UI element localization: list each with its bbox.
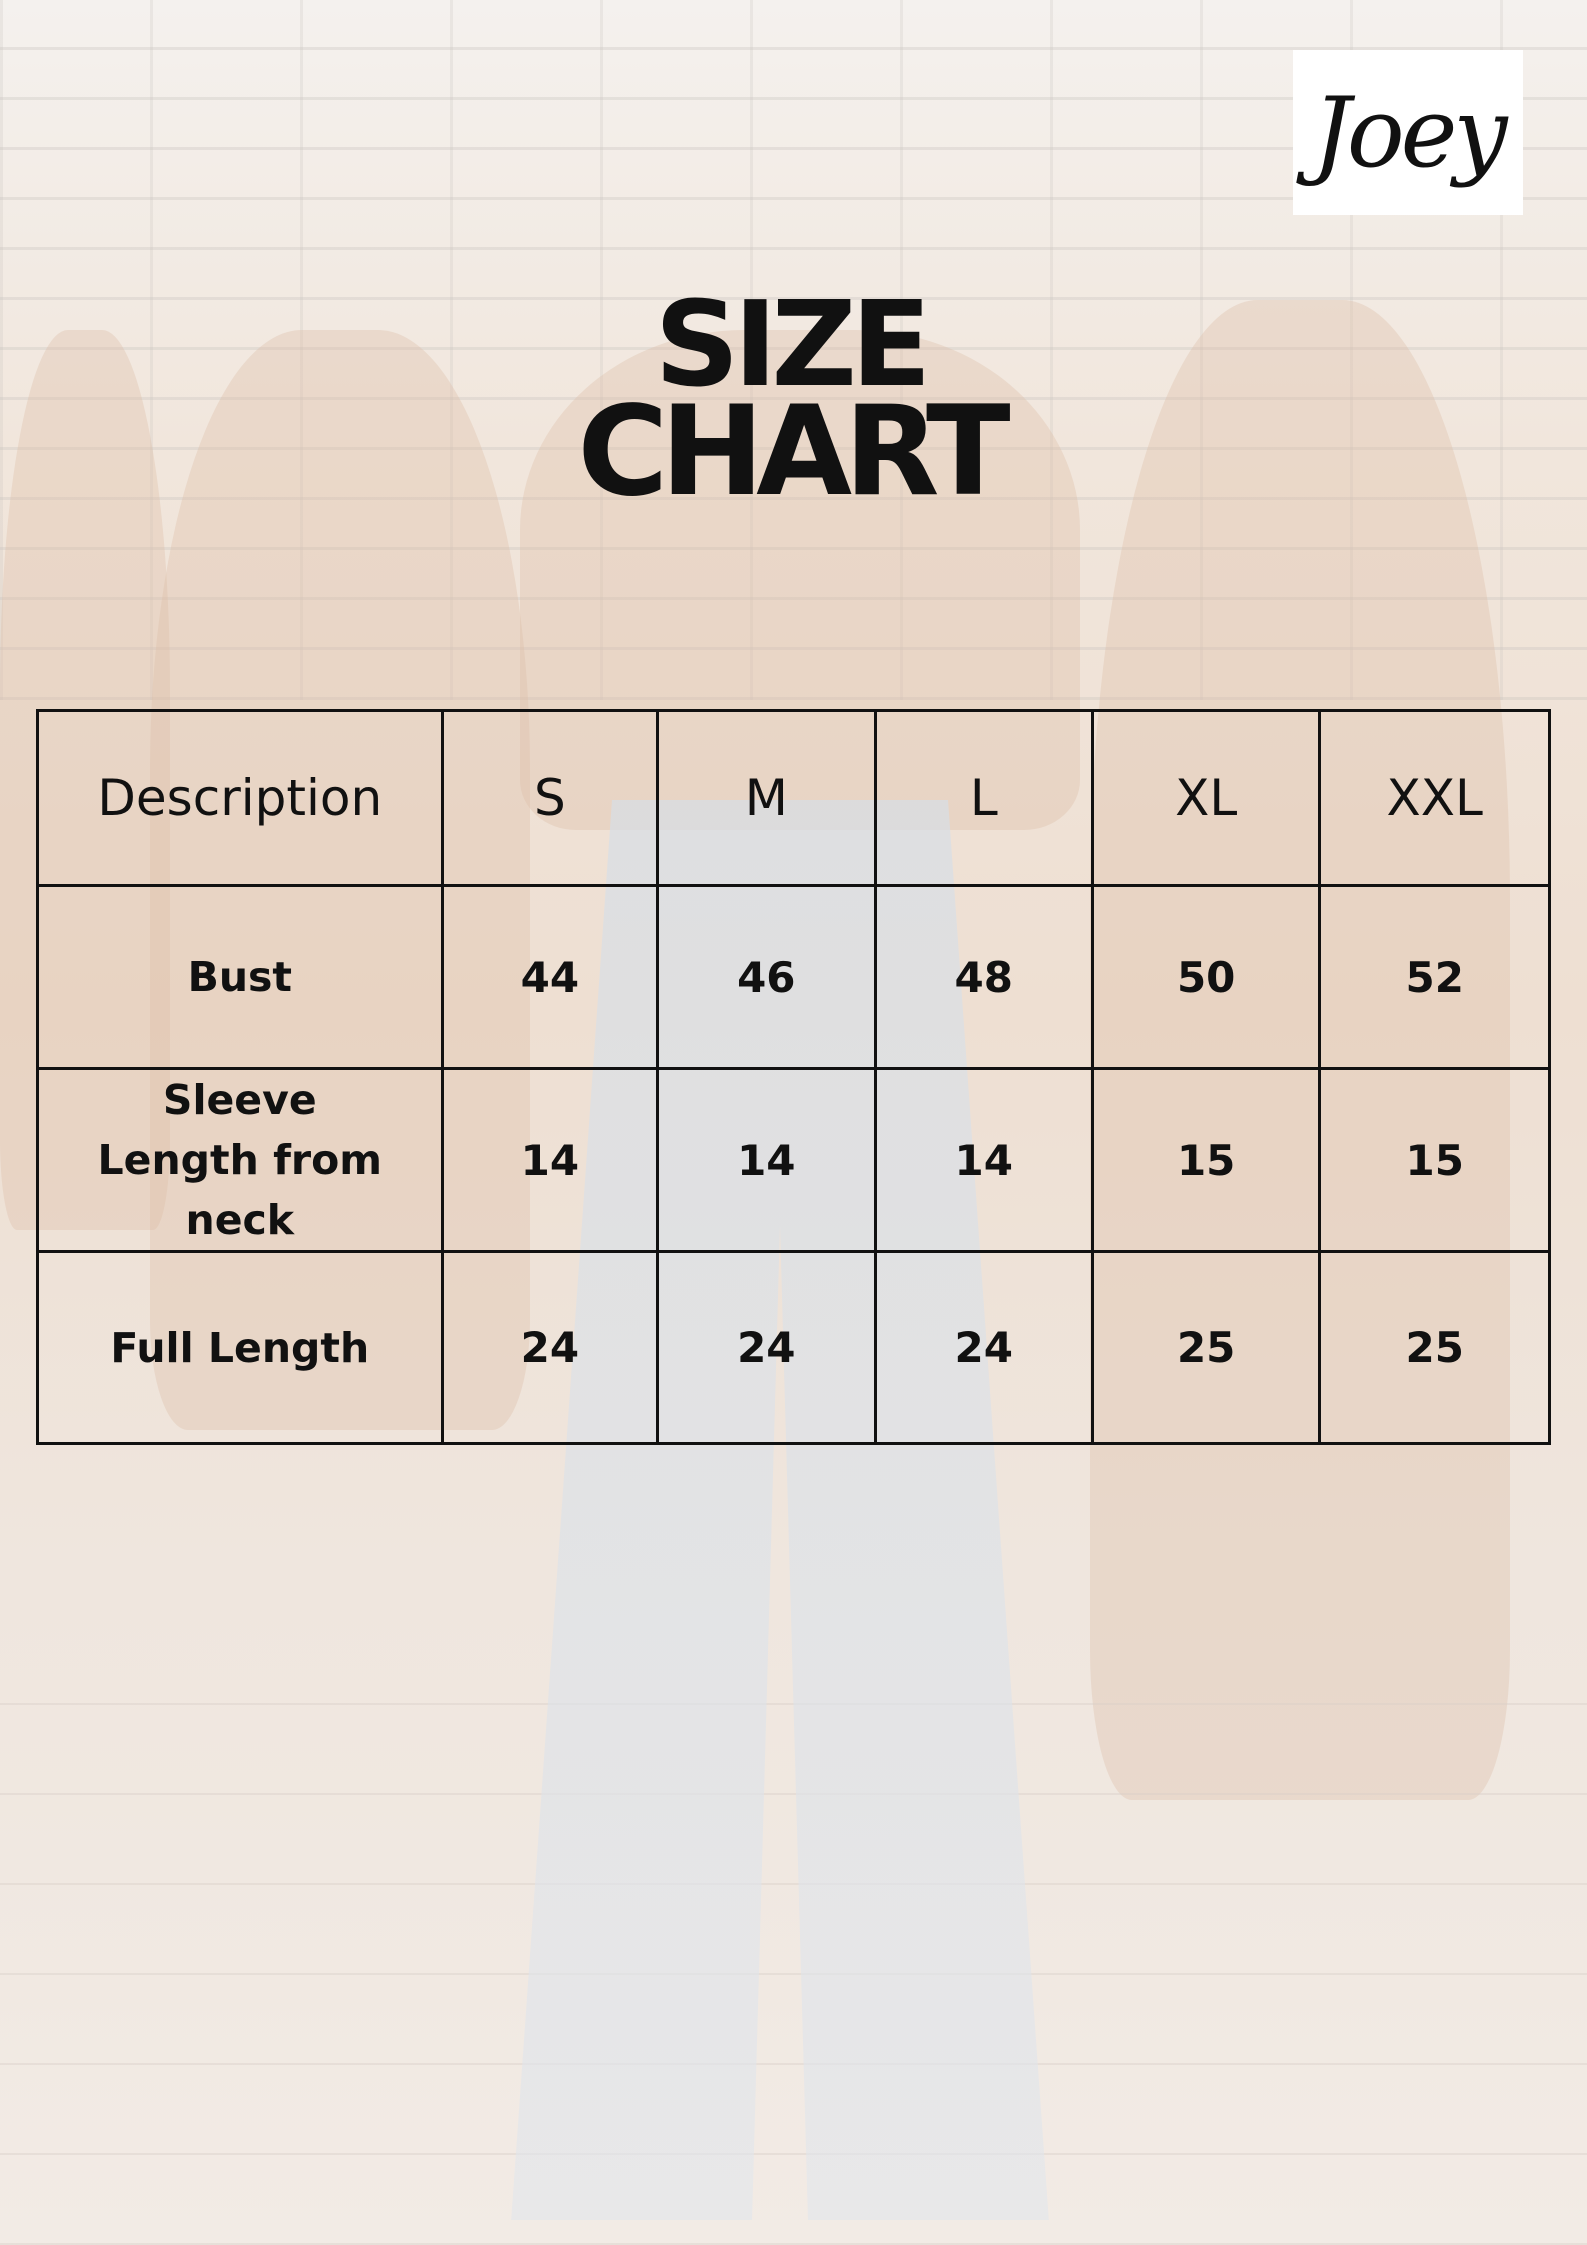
table-row: Full Length 24 24 24 25 25 — [36, 1250, 1551, 1445]
table-row: Sleeve Length from neck 14 14 14 15 15 — [36, 1067, 1551, 1253]
header-xxl: XXL — [1318, 709, 1551, 887]
cell: 14 — [440, 1067, 660, 1253]
table-row: Bust 44 46 48 50 52 — [36, 884, 1551, 1070]
floor-background — [0, 1700, 1587, 2245]
brand-logo: Joey — [1293, 50, 1523, 215]
header-m: M — [656, 709, 877, 887]
cell: 50 — [1090, 884, 1322, 1070]
cell: 25 — [1318, 1250, 1551, 1445]
title-line-2: CHART — [577, 380, 1010, 524]
header-s: S — [440, 709, 660, 887]
cell: 52 — [1318, 884, 1551, 1070]
header-description: Description — [36, 709, 444, 887]
table-header-row: Description S M L XL XXL — [36, 709, 1551, 887]
row-label: Bust — [36, 884, 444, 1070]
row-label: Sleeve Length from neck — [36, 1067, 444, 1253]
header-l: L — [873, 709, 1094, 887]
cell: 24 — [873, 1250, 1094, 1445]
size-chart-table: Description S M L XL XXL Bust 44 46 48 5… — [36, 709, 1551, 1445]
cell: 44 — [440, 884, 660, 1070]
title-line-1: SIZE — [654, 275, 931, 413]
row-label: Full Length — [36, 1250, 444, 1445]
header-xl: XL — [1090, 709, 1322, 887]
cell: 25 — [1090, 1250, 1322, 1445]
cell: 24 — [656, 1250, 877, 1445]
cell: 15 — [1318, 1067, 1551, 1253]
logo-text: Joey — [1312, 76, 1507, 189]
cell: 48 — [873, 884, 1094, 1070]
cell: 14 — [873, 1067, 1094, 1253]
cell: 14 — [656, 1067, 877, 1253]
cell: 15 — [1090, 1067, 1322, 1253]
cell: 24 — [440, 1250, 660, 1445]
page-title: SIZE CHART — [560, 275, 1020, 524]
cell: 46 — [656, 884, 877, 1070]
